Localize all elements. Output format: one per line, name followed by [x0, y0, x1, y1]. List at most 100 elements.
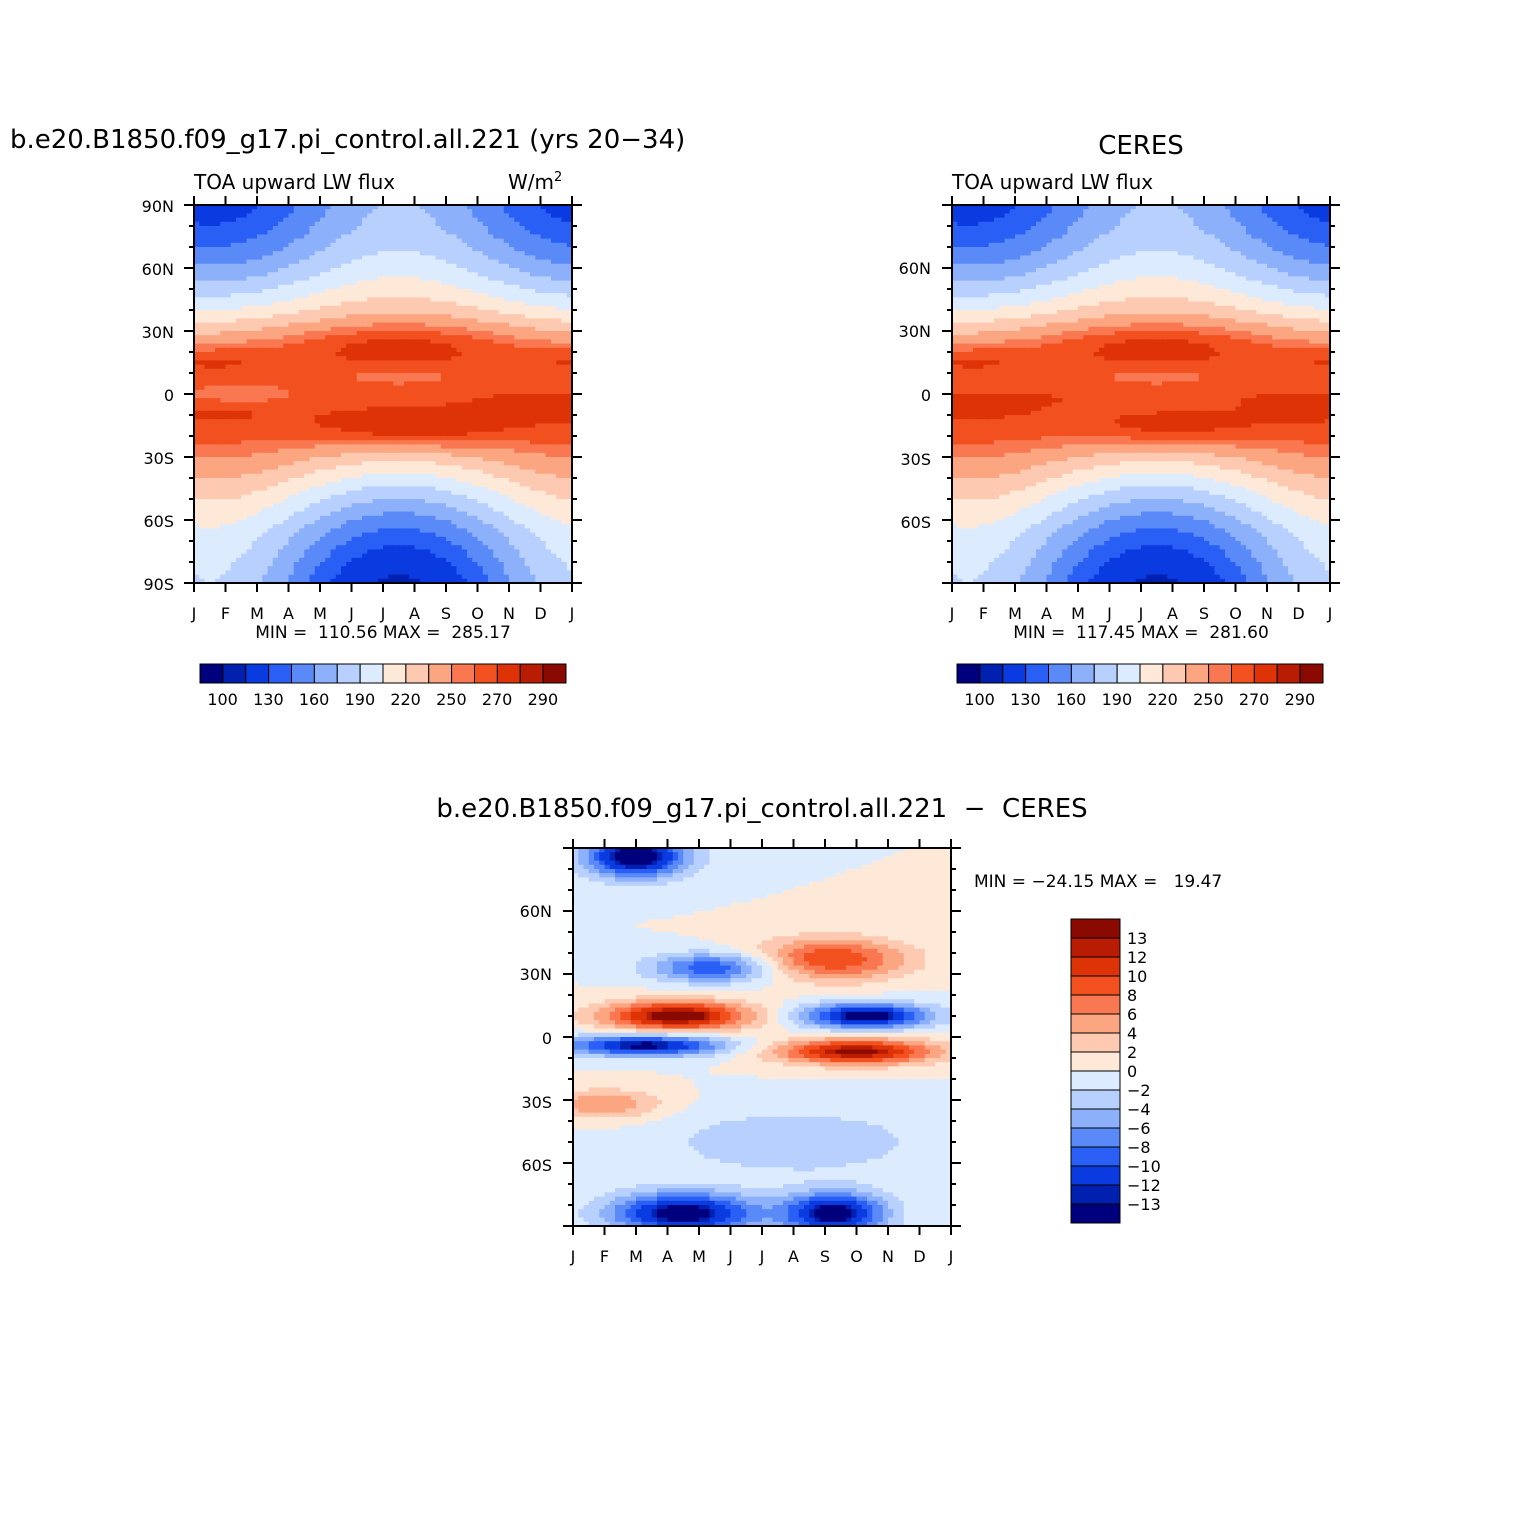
contour-cell — [467, 381, 473, 387]
contour-cell — [278, 436, 284, 441]
contour-cell — [293, 310, 300, 315]
contour-cell — [467, 347, 473, 353]
contour-cell — [556, 314, 563, 319]
contour-cell — [530, 385, 536, 391]
contour-cell — [288, 297, 295, 303]
contour-cell — [194, 406, 200, 412]
contour-cell — [309, 360, 316, 366]
contour-cell — [320, 247, 326, 252]
contour-cell — [488, 289, 494, 294]
contour-cell — [414, 326, 421, 332]
contour-cell — [351, 478, 358, 483]
contour-cell — [372, 272, 379, 277]
contour-cell — [503, 234, 510, 240]
contour-cell — [209, 301, 216, 307]
contour-cell — [440, 360, 447, 366]
contour-cell — [477, 251, 484, 256]
contour-cell — [362, 457, 368, 462]
contour-cell — [199, 293, 206, 298]
contour-cell — [325, 297, 332, 303]
contour-cell — [199, 452, 206, 458]
contour-cell — [530, 478, 536, 483]
contour-cell — [519, 205, 526, 210]
contour-cell — [272, 356, 279, 361]
contour-cell — [519, 385, 526, 391]
contour-cell — [367, 234, 374, 240]
contour-cell — [456, 444, 463, 450]
contour-cell — [236, 343, 242, 349]
contour-cell — [304, 482, 311, 487]
contour-cell — [388, 368, 395, 374]
contour-cell — [530, 440, 536, 445]
contour-cell — [346, 419, 353, 424]
contour-cell — [545, 410, 552, 416]
contour-cell — [472, 452, 479, 458]
contour-cell — [404, 461, 410, 466]
contour-cell — [330, 406, 337, 412]
contour-cell — [278, 465, 284, 471]
contour-cell — [241, 402, 248, 408]
contour-cell — [346, 406, 353, 412]
contour-cell — [524, 310, 531, 315]
contour-cell — [335, 318, 342, 324]
contour-cell — [341, 423, 347, 429]
contour-cell — [556, 368, 563, 374]
contour-cell — [425, 209, 431, 214]
contour-cell — [419, 415, 426, 420]
contour-cell — [288, 448, 295, 454]
contour-cell — [230, 385, 237, 391]
contour-cell — [509, 230, 515, 235]
contour-cell — [283, 368, 290, 374]
contour-cell — [440, 335, 447, 340]
contour-cell — [209, 263, 216, 269]
contour-cell — [367, 226, 374, 231]
contour-cell — [425, 457, 431, 462]
contour-cell — [404, 406, 410, 412]
contour-cell — [435, 490, 442, 496]
contour-cell — [556, 385, 563, 391]
contour-cell — [383, 289, 389, 294]
contour-cell — [472, 247, 479, 252]
contour-cell — [430, 221, 437, 227]
contour-cell — [383, 318, 389, 324]
contour-cell — [545, 343, 552, 349]
contour-cell — [551, 238, 557, 244]
contour-cell — [493, 322, 500, 328]
contour-cell — [236, 431, 242, 437]
contour-cell — [325, 465, 332, 471]
contour-cell — [472, 318, 479, 324]
contour-cell — [299, 448, 305, 454]
contour-cell — [419, 360, 426, 366]
contour-cell — [194, 310, 200, 315]
contour-cell — [262, 423, 269, 429]
contour-cell — [241, 318, 248, 324]
contour-cell — [325, 478, 332, 483]
contour-cell — [367, 347, 374, 353]
contour-cell — [509, 335, 515, 340]
contour-cell — [267, 490, 274, 496]
contour-cell — [509, 301, 515, 307]
contour-cell — [545, 452, 552, 458]
contour-cell — [482, 469, 489, 475]
contour-cell — [377, 234, 384, 240]
contour-cell — [330, 368, 337, 374]
contour-cell — [278, 335, 284, 340]
contour-cell — [446, 490, 452, 496]
contour-cell — [493, 373, 500, 378]
contour-cell — [215, 205, 221, 210]
contour-cell — [393, 242, 400, 248]
contour-cell — [530, 482, 536, 487]
contour-cell — [304, 217, 311, 223]
contour-cell — [383, 226, 389, 231]
contour-cell — [488, 452, 494, 458]
contour-cell — [509, 259, 515, 265]
contour-cell — [398, 394, 405, 399]
contour-cell — [472, 297, 479, 303]
contour-cell — [236, 452, 242, 458]
contour-cell — [377, 469, 384, 475]
contour-cell — [309, 444, 316, 450]
contour-cell — [283, 448, 290, 454]
contour-cell — [393, 318, 400, 324]
contour-cell — [551, 268, 557, 273]
contour-cell — [498, 352, 505, 357]
